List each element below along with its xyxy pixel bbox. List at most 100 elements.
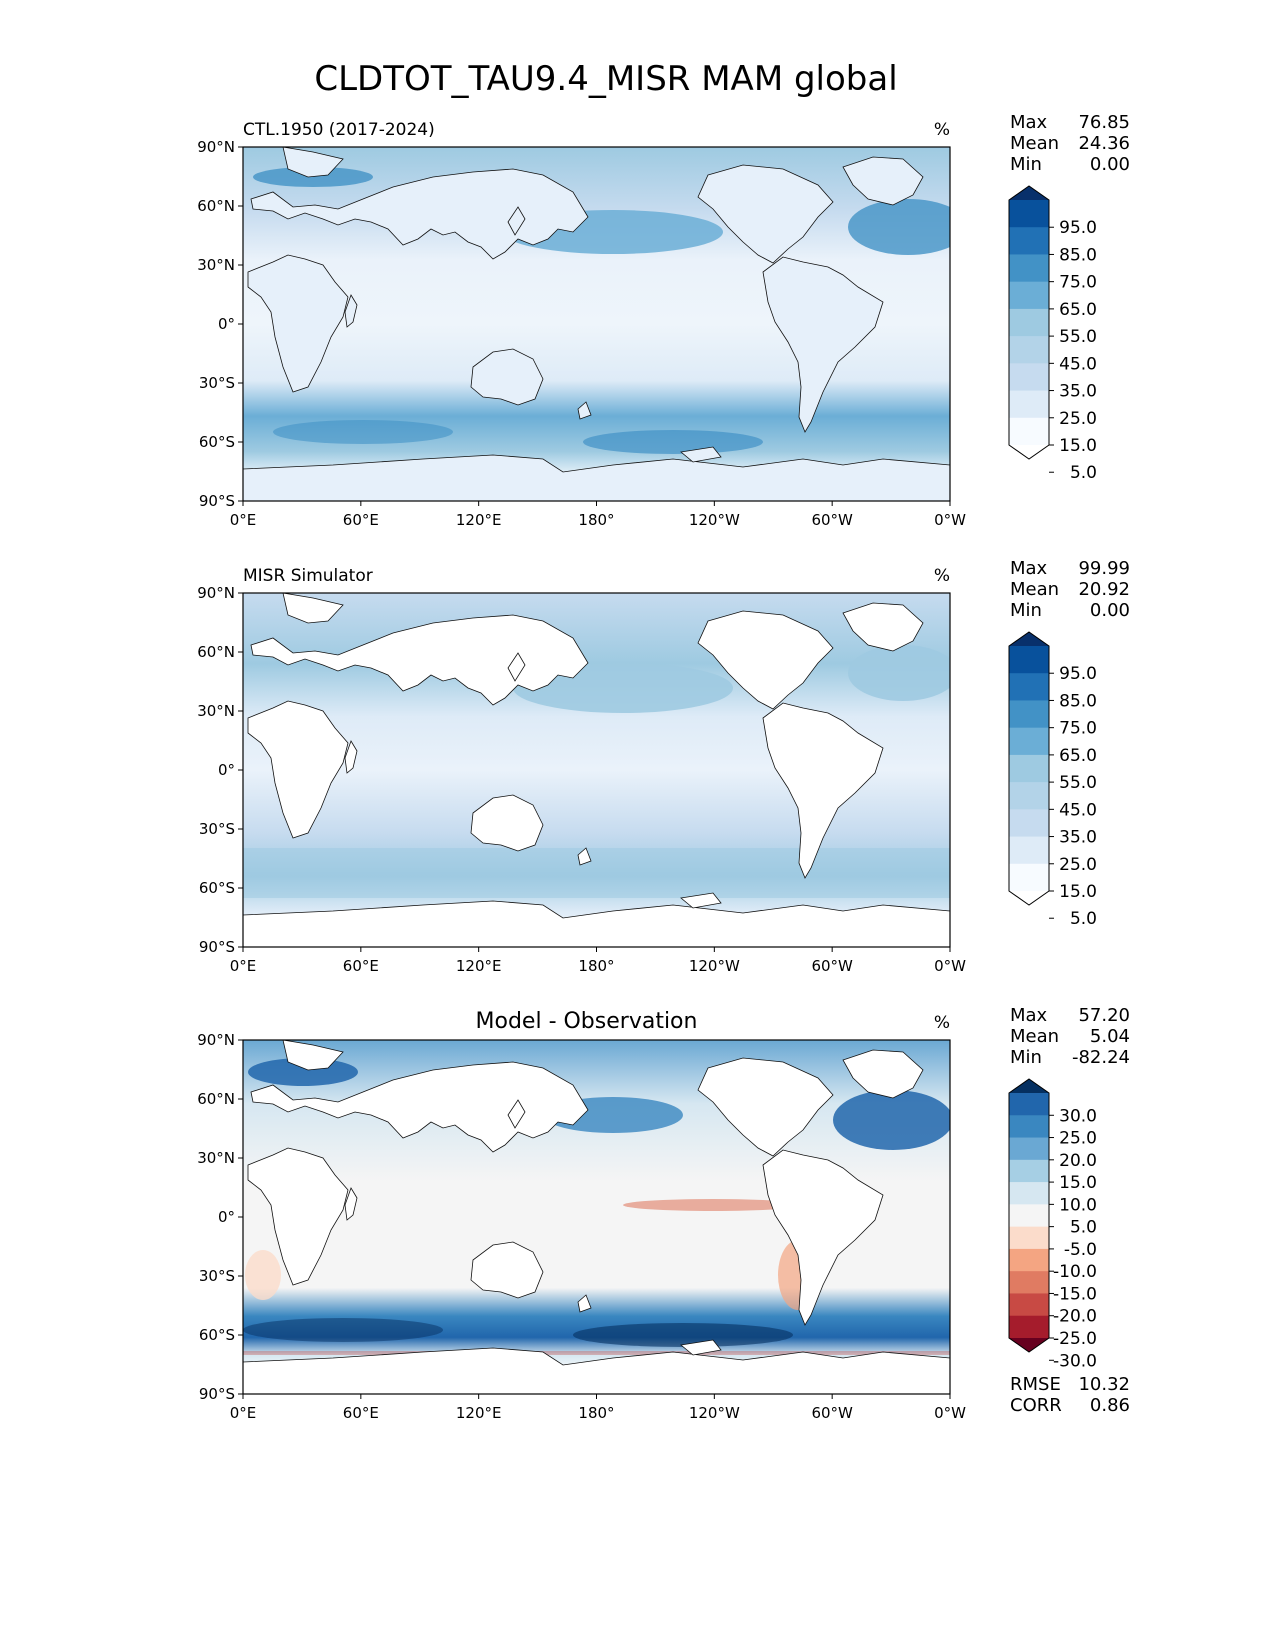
colorbar-segment <box>1009 1315 1049 1339</box>
panel-1 <box>242 146 951 502</box>
colorbar-segment <box>1009 227 1049 256</box>
colorbar-label: 45.0 <box>1059 354 1097 374</box>
colorbar-segment <box>1009 1293 1049 1317</box>
colorbar-segment <box>1009 1182 1049 1205</box>
colorbar-label: 75.0 <box>1059 273 1097 293</box>
colorbar-label: -10.0 <box>1053 1262 1097 1282</box>
colorbar-segment <box>1009 336 1049 364</box>
colorbar-label: -20.0 <box>1053 1307 1097 1327</box>
diff-coast-3 <box>243 1351 950 1355</box>
lon-tick-label: 60°W <box>811 511 853 529</box>
stat-label: Mean <box>1010 579 1059 600</box>
colorbar-label: 15.0 <box>1059 882 1097 902</box>
lat-tick-label: 90°N <box>197 138 235 156</box>
colorbar-label: 55.0 <box>1059 327 1097 347</box>
colorbar-label: 5.0 <box>1070 909 1097 929</box>
stat-value: 20.92 <box>1078 579 1130 600</box>
map-3 <box>243 1040 950 1394</box>
cloud-band-so-2 <box>243 848 950 898</box>
stat-label: Min <box>1010 154 1042 175</box>
lon-tick-label: 120°E <box>456 957 502 975</box>
lon-tick-label: 60°E <box>343 1404 379 1422</box>
lat-tick-label: 60°S <box>199 1326 235 1344</box>
stat-label: Max <box>1010 1005 1048 1026</box>
colorbar-label: 5.0 <box>1070 1218 1097 1238</box>
colorbar-label: 35.0 <box>1059 382 1097 402</box>
stat-label: Min <box>1010 600 1042 621</box>
colorbar-label: 20.0 <box>1059 1151 1097 1171</box>
colorbar-segment <box>1009 646 1049 674</box>
colorbar-label: 5.0 <box>1070 463 1097 483</box>
lon-tick-label: 60°W <box>811 1404 853 1422</box>
stat-value: 0.00 <box>1090 154 1130 175</box>
map-2 <box>243 593 950 947</box>
panel-title-center: Model - Observation <box>476 1009 698 1034</box>
panel-units: % <box>934 120 950 140</box>
lat-tick-label: 0° <box>218 315 235 333</box>
lon-tick-label: 120°E <box>456 1404 502 1422</box>
lat-tick-label: 0° <box>218 761 235 779</box>
colorbar-segment <box>1009 254 1049 283</box>
cloud-band-arctic-1 <box>253 167 373 187</box>
colorbar-segment <box>1009 200 1049 228</box>
lon-tick-label: 120°W <box>689 957 740 975</box>
colorbar-segment <box>1009 417 1049 446</box>
colorbar-extend-top <box>1009 1079 1049 1093</box>
lat-tick-label: 30°N <box>197 256 235 274</box>
diff-eqpac-3 <box>623 1199 803 1211</box>
diff-seatl-3 <box>245 1250 281 1300</box>
lat-tick-label: 30°N <box>197 1149 235 1167</box>
panel-title-left: CTL.1950 (2017-2024) <box>243 120 435 140</box>
colorbar-label: 15.0 <box>1059 1173 1097 1193</box>
figure-annotations: 90°N60°N30°N0°30°S60°S90°S0°E 60°E 120°E 18… <box>197 112 1130 1422</box>
colorbar-segment <box>1009 700 1049 729</box>
colorbar-label: 30.0 <box>1059 1106 1097 1126</box>
lon-tick-label: 0°E <box>230 1404 257 1422</box>
lat-tick-label: 60°N <box>197 197 235 215</box>
lat-tick-label: 90°N <box>197 584 235 602</box>
colorbar-extend-bottom <box>1009 1338 1049 1352</box>
colorbar-segment <box>1009 1204 1049 1228</box>
colorbar-label: 10.0 <box>1059 1195 1097 1215</box>
colorbar-label: 35.0 <box>1059 828 1097 848</box>
stat-value: -82.24 <box>1072 1047 1130 1068</box>
stat-value: 76.85 <box>1078 112 1130 133</box>
lat-tick-label: 90°N <box>197 1031 235 1049</box>
colorbar-segment <box>1009 1271 1049 1295</box>
panel-3 <box>242 1039 951 1395</box>
stat-label: Max <box>1010 112 1048 133</box>
lon-tick-label: 120°W <box>689 1404 740 1422</box>
colorbar-label: 45.0 <box>1059 800 1097 820</box>
lat-tick-label: 90°S <box>199 1385 235 1403</box>
stat-value: 0.00 <box>1090 600 1130 621</box>
colorbar-label: 55.0 <box>1059 773 1097 793</box>
stat-label: Mean <box>1010 1026 1059 1047</box>
stat-label: Min <box>1010 1047 1042 1068</box>
stat-value: 5.04 <box>1090 1026 1130 1047</box>
lat-tick-label: 90°S <box>199 492 235 510</box>
colorbar-segment <box>1009 1115 1049 1139</box>
colorbar-label: 95.0 <box>1059 664 1097 684</box>
colorbar-label: -15.0 <box>1053 1284 1097 1304</box>
panel-title-left: MISR Simulator <box>243 566 373 586</box>
lat-tick-label: 60°S <box>199 879 235 897</box>
colorbar-extend-bottom <box>1009 891 1049 905</box>
panel-2 <box>242 592 951 948</box>
lon-tick-label: 0°E <box>230 511 257 529</box>
lat-tick-label: 30°S <box>199 374 235 392</box>
lat-tick-label: 30°N <box>197 702 235 720</box>
colorbar-segment <box>1009 1137 1049 1161</box>
colorbar-segment <box>1009 836 1049 865</box>
lon-tick-label: 60°W <box>811 957 853 975</box>
diff-natl-3 <box>833 1090 950 1150</box>
lon-tick-label: 0°W <box>934 511 966 529</box>
colorbar-label: 85.0 <box>1059 245 1097 265</box>
colorbar-segment <box>1009 281 1049 310</box>
lon-tick-label: 0°W <box>934 1404 966 1422</box>
lat-tick-label: 0° <box>218 1208 235 1226</box>
stat-value: 24.36 <box>1078 133 1130 154</box>
diff-so-3 <box>573 1323 793 1347</box>
map-1 <box>243 147 950 501</box>
colorbar-extend-top <box>1009 632 1049 646</box>
colorbar-segment <box>1009 809 1049 838</box>
